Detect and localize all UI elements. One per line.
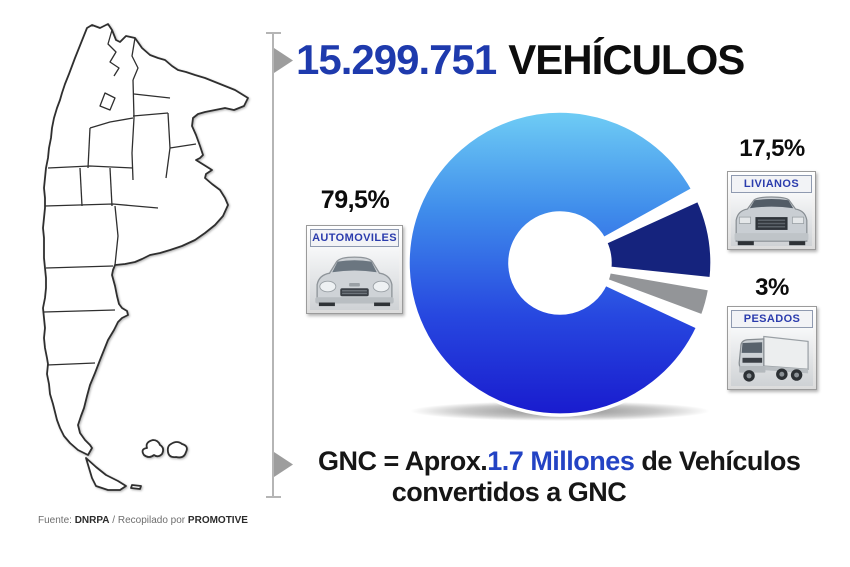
automoviles-percent: 79,5%: [320, 186, 390, 214]
source-label: Fuente:: [38, 515, 75, 526]
livianos-label: LIVIANOS: [731, 175, 812, 193]
slice-livianos: [603, 198, 714, 281]
gnc-prefix: GNC = Aprox.: [318, 446, 488, 476]
gnc-line2: convertidos a GNC: [391, 477, 627, 507]
argentina-outline: [42, 23, 249, 456]
source-middle: / Recopilado por: [109, 515, 188, 526]
slice-pesados: [605, 269, 712, 318]
malvinas-west: [141, 439, 165, 458]
automoviles-card: AUTOMOVILES: [306, 225, 403, 314]
pesados-label: PESADOS: [731, 310, 813, 328]
source-brand: PROMOTIVE: [187, 515, 248, 526]
gnc-summary: GNC = Aprox.1.7 Millones de Vehículos co…: [318, 446, 801, 508]
province-borders: [43, 29, 197, 366]
page-title: 15.299.751 VEHÍCULOS: [296, 36, 745, 84]
pesados-card: PESADOS: [727, 306, 817, 390]
pickup-image: [731, 193, 812, 246]
slice-automoviles: [406, 109, 700, 417]
gnc-suffix: de Vehículos: [634, 446, 801, 476]
pesados-percent: 3%: [755, 274, 789, 301]
automoviles-label: AUTOMOVILES: [310, 229, 399, 247]
tierra-del-fuego: [85, 457, 127, 491]
livianos-percent: 17,5%: [739, 135, 805, 162]
source-name: DNRPA: [74, 515, 110, 526]
malvinas-east: [166, 441, 188, 459]
livianos-card: LIVIANOS: [727, 171, 816, 250]
gnc-highlight: 1.7 Millones: [487, 446, 635, 476]
vehicle-count: 15.299.751: [296, 36, 497, 83]
islet: [130, 484, 142, 490]
gnc-arrow-icon: [274, 452, 293, 477]
title-arrow-icon: [274, 48, 293, 73]
gnc-line1: GNC = Aprox.1.7 Millones de Vehículos: [318, 446, 801, 477]
donut-chart: [395, 98, 725, 428]
argentina-map: [18, 16, 270, 508]
divider: [258, 28, 304, 504]
vehicle-word: VEHÍCULOS: [508, 36, 745, 83]
truck-image: [731, 328, 813, 386]
source-credit: Fuente: DNRPA / Recopilado por PROMOTIVE: [38, 515, 248, 526]
car-image: [310, 247, 399, 310]
